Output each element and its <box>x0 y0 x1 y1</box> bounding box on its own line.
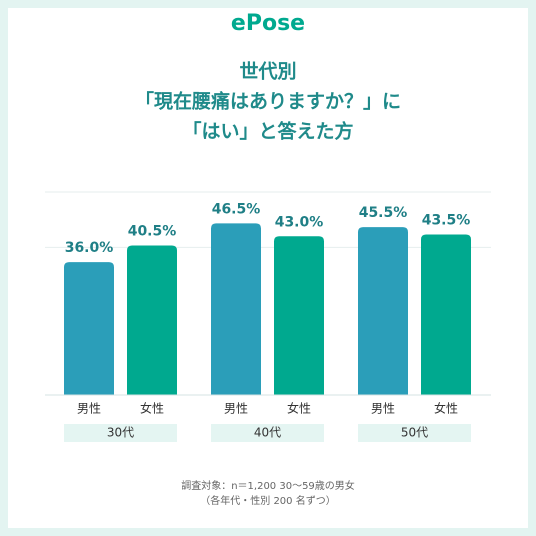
value-label: 46.5% <box>212 201 261 217</box>
chart-title: 「現在腰痛はありますか？」に <box>135 90 401 113</box>
bar-label: 男性 <box>224 402 248 416</box>
bar <box>274 236 324 395</box>
chart-title: 「はい」と答えた方 <box>182 120 353 143</box>
bar-label: 男性 <box>371 402 395 416</box>
note: 調査対象：n＝1,200 30～59歳の男女 <box>181 479 355 492</box>
bar-label: 男性 <box>77 402 101 416</box>
bar <box>421 234 471 395</box>
bar <box>127 245 177 395</box>
bar-label: 女性 <box>287 401 311 416</box>
value-label: 36.0% <box>65 240 114 256</box>
note: （各年代・性別 200 名ずつ） <box>200 494 335 507</box>
bar <box>64 262 114 395</box>
group-box <box>64 424 177 442</box>
chart-title: 世代別 <box>239 61 296 83</box>
x-tick-label: 40代 <box>254 426 281 440</box>
bar-label: 女性 <box>140 401 164 416</box>
x-tick-label: 50代 <box>401 426 428 440</box>
value-label: 45.5% <box>359 205 408 221</box>
group-box <box>358 424 471 442</box>
value-label: 43.0% <box>275 214 324 230</box>
value-label: 40.5% <box>128 224 177 240</box>
bar <box>211 223 261 395</box>
value-label: 43.5% <box>422 212 471 228</box>
bar <box>358 227 408 395</box>
bar-label: 女性 <box>434 401 458 416</box>
x-tick-label: 30代 <box>107 426 134 440</box>
group-box <box>211 424 324 442</box>
brand: ePose <box>231 11 305 36</box>
